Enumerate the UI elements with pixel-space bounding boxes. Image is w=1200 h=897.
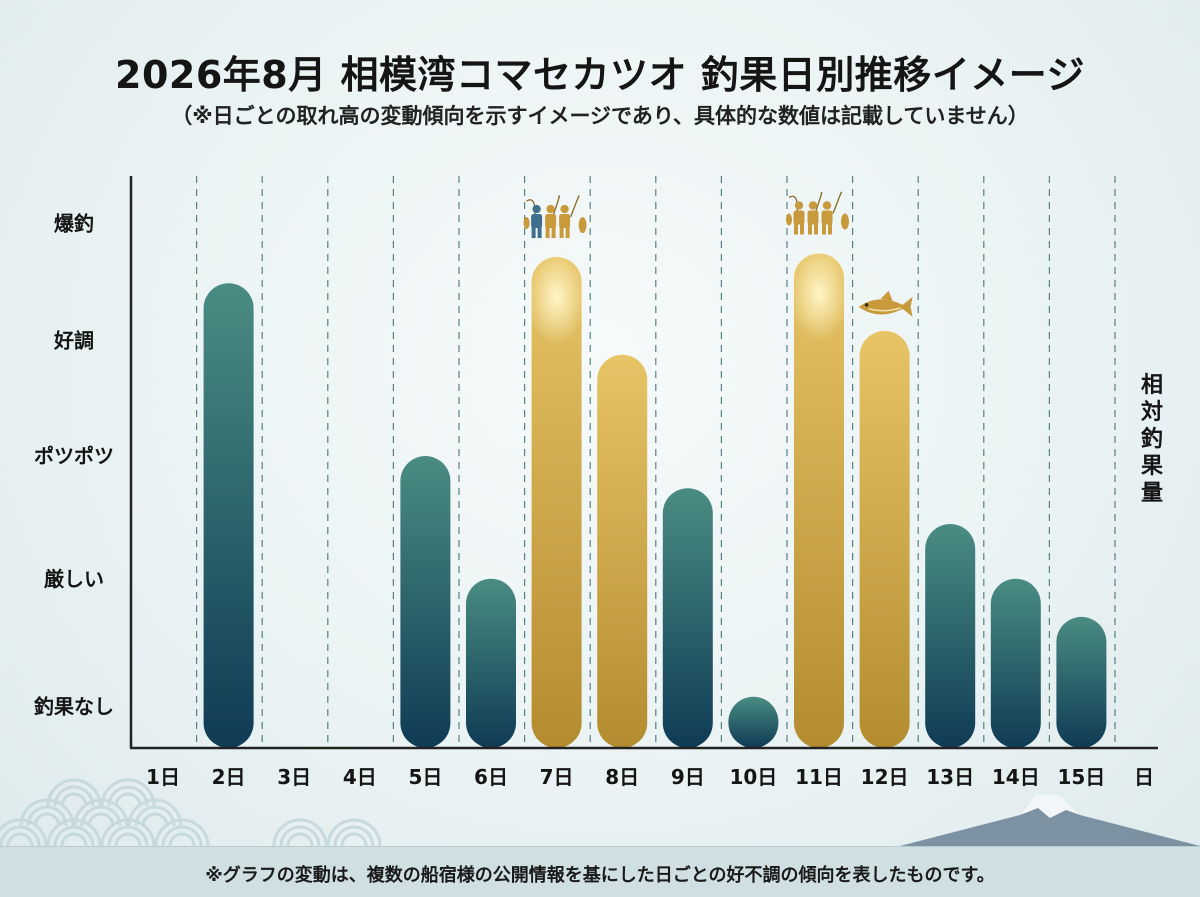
bar-icons [523,191,913,317]
bar-8日 [597,354,648,748]
y-tick-label: 釣果なし [34,694,114,718]
y-tick-label: 厳しい [44,567,104,591]
bar-13日 [925,523,976,748]
anglers-icon [786,191,849,235]
y-axis-title: 相対釣果量 [1141,373,1163,506]
x-tick-label: 14日 [992,765,1040,789]
bar-glow [526,249,587,346]
bar-7日 [531,257,582,748]
bar-glow [789,245,849,342]
chart-title: 2026年8月 相模湾コマセカツオ 釣果日別推移イメージ [115,53,1085,97]
x-tick-label: 1日 [146,765,180,789]
bar-2日 [203,283,254,748]
chart-subtitle: （※日ごとの取れ高の変動傾向を示すイメージであり、具体的な数値は記載していません… [171,104,1029,128]
bonito-fish-icon [858,290,913,317]
bar-14日 [990,578,1041,748]
footer-note: ※グラフの変動は、複数の船宿様の公開情報を基にした日ごとの好不調の傾向を表したも… [205,865,995,886]
bar-10日 [728,696,779,748]
y-tick-label: 好調 [53,328,94,352]
x-axis-title: 日 [1134,765,1154,789]
x-tick-label: 4日 [343,765,377,789]
x-tick-label: 2日 [212,765,246,789]
bars [203,245,1107,749]
y-tick-label: ポツポツ [34,444,114,468]
footer-bar: ※グラフの変動は、複数の船宿様の公開情報を基にした日ごとの好不調の傾向を表したも… [0,846,1200,897]
x-tick-label: 7日 [540,765,574,789]
x-tick-labels: 1日 2日 3日 4日 5日 6日 7日 8日 9日 10日 11日 12日 13日 14日 15日 [146,765,1105,789]
bar-11日 [794,253,844,749]
bar-12日 [859,330,910,748]
x-tick-label: 15日 [1057,765,1105,789]
bar-5日 [400,456,451,748]
x-tick-label: 3日 [277,765,311,789]
x-tick-label: 10日 [729,765,777,789]
vertical-gridlines [196,176,1116,748]
bar-15日 [1056,616,1107,748]
bar-6日 [466,578,516,748]
anglers-icon [523,195,587,239]
wave-decoration [0,778,382,847]
x-tick-label: 13日 [926,765,974,789]
y-tick-label: 爆釣 [54,212,94,236]
x-tick-label: 11日 [795,765,843,789]
x-tick-label: 6日 [474,765,508,789]
x-tick-label: 9日 [671,765,705,789]
x-tick-label: 8日 [605,765,639,789]
bar-9日 [662,488,713,748]
y-tick-labels: 釣果なし 厳しい ポツポツ 好調 爆釣 [34,212,114,719]
x-tick-label: 5日 [408,765,442,789]
x-tick-label: 12日 [861,765,909,789]
mount-fuji-icon [900,795,1200,846]
